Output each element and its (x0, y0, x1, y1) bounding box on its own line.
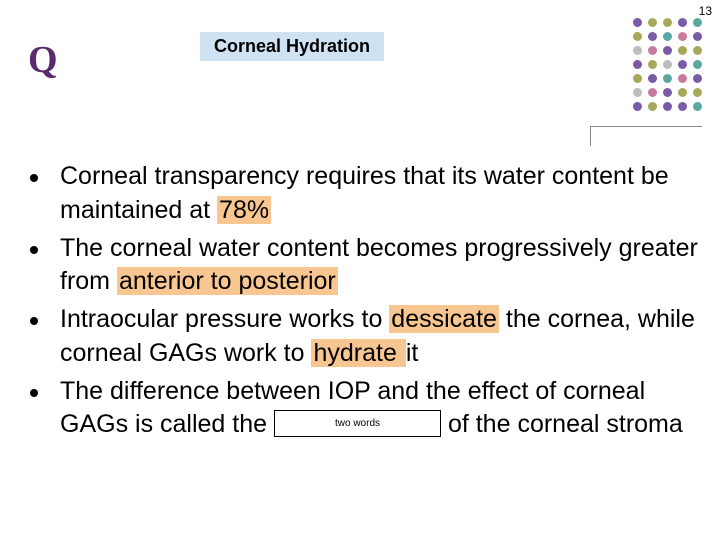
dot-icon (678, 74, 687, 83)
text-segment: Intraocular pressure works to (60, 305, 389, 333)
dot-icon (663, 88, 672, 97)
dot-icon (648, 18, 657, 27)
bullet-icon (30, 246, 38, 254)
decorative-dot-grid (602, 18, 702, 116)
dot-icon (633, 74, 642, 83)
dot-icon (663, 32, 672, 41)
dot-icon (678, 102, 687, 111)
divider-vertical (590, 126, 591, 146)
bullet-list: Corneal transparency requires that its w… (30, 160, 700, 446)
dot-icon (633, 46, 642, 55)
dot-icon (648, 88, 657, 97)
highlight: anterior to posterior (117, 267, 338, 295)
dot-icon (678, 60, 687, 69)
bullet-icon (30, 174, 38, 182)
slide-title: Corneal Hydration (200, 32, 384, 61)
dot-icon (663, 74, 672, 83)
text-segment: it (406, 339, 419, 367)
dot-icon (633, 102, 642, 111)
highlight: hydrate (311, 339, 405, 367)
list-item: Corneal transparency requires that its w… (30, 160, 700, 228)
dot-icon (693, 46, 702, 55)
dot-icon (663, 46, 672, 55)
dot-icon (633, 88, 642, 97)
list-item: Intraocular pressure works to dessicate … (30, 303, 700, 371)
dot-icon (648, 74, 657, 83)
highlight: dessicate (389, 305, 499, 333)
dot-icon (648, 102, 657, 111)
dot-icon (693, 32, 702, 41)
dot-icon (678, 88, 687, 97)
bullet-text: Intraocular pressure works to dessicate … (60, 303, 700, 371)
q-label: Q (28, 38, 58, 82)
bullet-text: Corneal transparency requires that its w… (60, 160, 700, 228)
dot-icon (648, 46, 657, 55)
dot-icon (633, 32, 642, 41)
dot-icon (678, 18, 687, 27)
bullet-icon (30, 317, 38, 325)
dot-icon (633, 60, 642, 69)
dot-icon (693, 18, 702, 27)
text-segment: of the corneal stroma (441, 410, 683, 438)
dot-icon (648, 60, 657, 69)
bullet-text: The corneal water content becomes progre… (60, 232, 700, 300)
dot-icon (678, 32, 687, 41)
dot-icon (633, 18, 642, 27)
list-item: The difference between IOP and the effec… (30, 375, 700, 443)
dot-icon (693, 102, 702, 111)
dot-icon (663, 18, 672, 27)
dot-icon (693, 60, 702, 69)
dot-icon (678, 46, 687, 55)
list-item: The corneal water content becomes progre… (30, 232, 700, 300)
dot-icon (648, 32, 657, 41)
dot-icon (663, 60, 672, 69)
dot-icon (693, 88, 702, 97)
divider-horizontal (590, 126, 702, 127)
text-segment: Corneal transparency requires that its w… (60, 162, 669, 224)
dot-icon (693, 74, 702, 83)
fill-blank-box: two words (274, 410, 441, 438)
page-number: 13 (699, 4, 712, 18)
bullet-text: The difference between IOP and the effec… (60, 375, 700, 443)
highlight: 78% (217, 196, 271, 224)
dot-icon (663, 102, 672, 111)
bullet-icon (30, 389, 38, 397)
